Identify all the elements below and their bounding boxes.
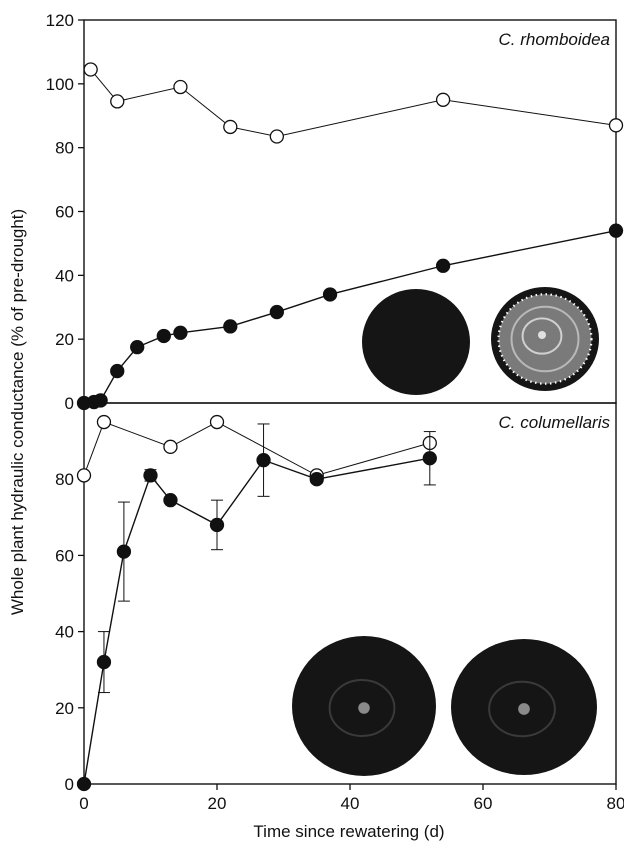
bottom-panel-title: C. columellaris xyxy=(499,413,611,432)
filled-series-point xyxy=(269,304,285,320)
y-tick-label: 80 xyxy=(55,139,74,158)
y-tick-label: 40 xyxy=(55,266,74,285)
stem-section-small-light-center-pith xyxy=(518,703,530,715)
filled-series-point xyxy=(209,517,225,533)
stem-section-dark-pith xyxy=(358,702,370,714)
filled-series-point xyxy=(422,451,437,466)
y-tick-label: 60 xyxy=(55,203,74,222)
x-tick-label: 0 xyxy=(79,794,88,813)
filled-series-point xyxy=(110,363,125,379)
open-series-point xyxy=(96,414,112,430)
stem-section-small-light-center-ring xyxy=(488,680,556,738)
filled-series-point xyxy=(96,654,112,670)
filled-series-point xyxy=(156,328,171,344)
y-tick-label: 100 xyxy=(46,75,74,94)
open-series-line xyxy=(90,69,617,138)
filled-series-point xyxy=(130,339,145,355)
x-axis-label: Time since rewatering (d) xyxy=(253,822,444,841)
x-tick-label: 40 xyxy=(341,794,360,813)
stem-section-light-center-inset-1 xyxy=(491,287,599,391)
y-axis-label: Whole plant hydraulic conductance (% of … xyxy=(8,209,27,615)
filled-series-point xyxy=(223,319,238,334)
x-tick-label: 20 xyxy=(208,794,227,813)
x-tick-label: 60 xyxy=(474,794,493,813)
stem-section-light-center-pith xyxy=(538,331,546,339)
stem-section-light-center-ring-inner xyxy=(521,317,563,355)
filled-series-point xyxy=(322,287,338,302)
filled-series-point xyxy=(309,472,324,487)
open-series-point xyxy=(223,119,238,135)
y-tick-label: 0 xyxy=(65,394,74,413)
filled-series-point xyxy=(116,544,132,559)
filled-series-point xyxy=(76,776,92,792)
stem-section-small-light-center-inset-1 xyxy=(451,639,597,775)
filled-series-point xyxy=(163,493,178,508)
filled-series-point xyxy=(256,452,271,468)
y-tick-label: 80 xyxy=(55,470,74,489)
open-series-point xyxy=(608,118,624,133)
stem-section-light-center-dotted-ring xyxy=(497,293,593,385)
filled-series-point xyxy=(93,393,108,408)
open-series-point xyxy=(76,468,92,483)
stem-section-dark-inset-0 xyxy=(362,289,470,395)
x-tick-label: 80 xyxy=(607,794,624,813)
open-series-point xyxy=(163,439,178,454)
open-series-point xyxy=(269,129,285,144)
y-tick-label: 20 xyxy=(55,330,74,349)
panel-bottom: 0 20 40 60 80 0 20 40 60 80 C. columellaris xyxy=(55,402,624,813)
open-series-point xyxy=(83,62,98,77)
open-series-point xyxy=(209,414,225,430)
open-series-point xyxy=(110,94,125,109)
top-panel-title: C. rhomboidea xyxy=(498,30,610,49)
filled-series-point xyxy=(173,325,188,340)
open-series-point xyxy=(173,79,188,95)
filled-series-point xyxy=(143,468,158,483)
open-series-line xyxy=(83,421,430,476)
y-tick-label: 0 xyxy=(65,775,74,794)
y-tick-label: 20 xyxy=(55,699,74,718)
stem-section-light-center-ring-outer xyxy=(510,305,580,373)
stem-section-dark-inset-0 xyxy=(292,636,436,776)
filled-series-point xyxy=(435,258,451,273)
stem-section-dark-ring xyxy=(328,679,396,737)
y-tick-label: 40 xyxy=(55,623,74,642)
panel-top: 0 20 40 60 80 100 120 C. rhomboidea xyxy=(46,11,624,413)
stem-section-dark-disc xyxy=(362,289,470,395)
open-series-point xyxy=(435,92,451,107)
y-tick-label: 60 xyxy=(55,546,74,565)
filled-series-point xyxy=(608,223,624,238)
y-tick-label: 120 xyxy=(46,11,74,30)
